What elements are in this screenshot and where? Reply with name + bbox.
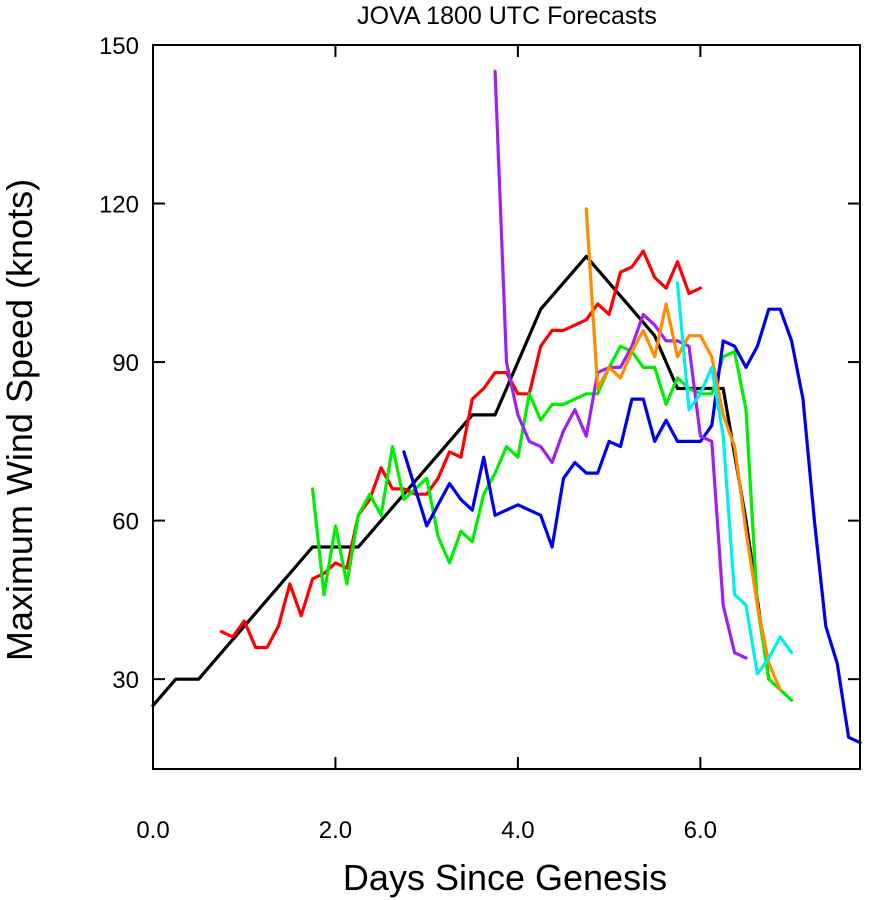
y-tick-label: 90: [112, 350, 139, 377]
x-tick-label: 6.0: [684, 817, 717, 844]
x-tick-label: 4.0: [501, 817, 534, 844]
plot-area: [151, 69, 862, 745]
series-line-5: [493, 69, 748, 660]
plot-frame: [152, 44, 861, 770]
y-tick-label: 150: [99, 33, 139, 60]
series-line-1: [151, 254, 771, 708]
series-line-7: [675, 281, 794, 676]
y-tick-label: 120: [99, 192, 139, 219]
series-line-4: [402, 307, 862, 745]
y-tick-label: 60: [112, 509, 139, 536]
x-tick-label: 2.0: [319, 817, 352, 844]
series-line-2: [219, 249, 702, 650]
y-axis-label: Maximum Wind Speed (knots): [0, 179, 40, 661]
axis-ticks: 0.0 2.0 4.0 6.0 30 60 90 120 150: [99, 33, 860, 844]
x-tick-label: 0.0: [136, 817, 169, 844]
series-line-3: [311, 344, 794, 702]
chart-title: JOVA 1800 UTC Forecasts: [357, 2, 657, 30]
x-axis-label: Days Since Genesis: [343, 857, 667, 898]
y-tick-label: 30: [112, 667, 139, 694]
